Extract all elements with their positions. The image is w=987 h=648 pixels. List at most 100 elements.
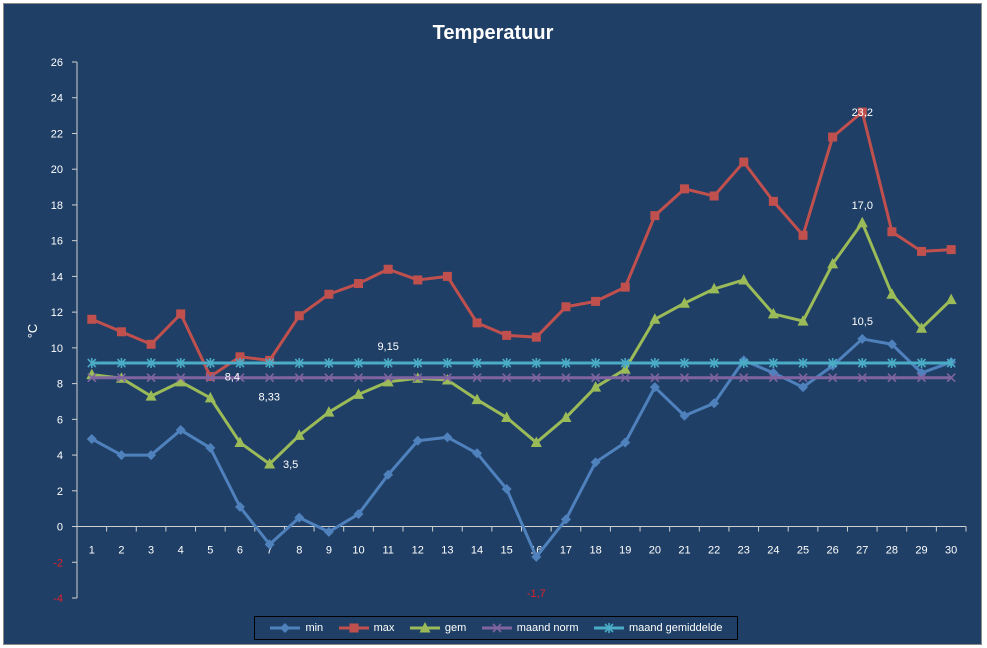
data-point-max: [472, 318, 482, 328]
data-point-maand-gemiddelde: [383, 358, 393, 369]
data-label: 9,15: [377, 341, 398, 353]
series-maand-gemiddelde: [87, 358, 956, 369]
data-point-maand-norm: [442, 373, 452, 383]
y-tick-label: 8: [57, 379, 63, 391]
legend: min max gem maand norm maand gemiddelde: [254, 616, 738, 640]
data-point-gem: [264, 458, 276, 469]
series-maand-norm: [87, 373, 956, 383]
data-point-max: [146, 339, 156, 349]
series-line-gem: [91, 221, 953, 466]
x-tick-label: 25: [797, 545, 809, 557]
data-point-min: [472, 448, 483, 459]
data-point-maand-gemiddelde: [176, 358, 186, 369]
x-tick-label: 11: [382, 545, 393, 557]
data-point-min: [205, 442, 216, 453]
x-tick-label: 21: [678, 545, 690, 557]
data-point-max: [413, 275, 423, 285]
y-tick-label: 6: [57, 414, 63, 426]
data-point-maand-gemiddelde: [265, 358, 275, 369]
data-point-max: [116, 327, 126, 337]
data-point-gem: [767, 307, 779, 319]
y-tick-label: 10: [51, 343, 63, 355]
y-tick-label: 16: [51, 236, 63, 248]
data-point-maand-norm: [857, 373, 867, 383]
y-tick-label: 20: [51, 164, 63, 176]
data-point-max: [502, 330, 512, 340]
data-point-max: [591, 296, 601, 306]
x-tick-label: 28: [886, 545, 898, 557]
data-point-gem: [738, 273, 750, 285]
y-tick-label: 14: [51, 271, 63, 283]
x-tick-label: 23: [738, 545, 750, 557]
data-point-gem: [530, 436, 542, 448]
data-point-max: [709, 191, 719, 201]
legend-label: maand gemiddelde: [628, 622, 723, 634]
data-point-min: [234, 501, 245, 512]
data-point-maand-gemiddelde: [798, 358, 808, 369]
data-point-gem: [916, 322, 928, 333]
data-point-min: [709, 398, 720, 409]
y-tick-label: 0: [57, 522, 63, 534]
x-tick-label: 4: [178, 545, 184, 557]
data-point-maand-norm: [146, 373, 156, 383]
x-tick-label: 27: [856, 545, 868, 557]
data-point-gem: [678, 297, 690, 308]
legend-item-min: min: [269, 622, 323, 634]
legend-label: min: [305, 622, 324, 634]
data-point-gem: [590, 381, 602, 392]
legend-swatch: [481, 623, 512, 633]
data-label: 17,0: [852, 200, 873, 212]
data-point-maand-gemiddelde: [916, 358, 927, 369]
data-point-gem: [708, 282, 720, 294]
x-tick-label: 24: [767, 545, 779, 557]
data-point-gem: [441, 374, 453, 385]
data-point-max: [650, 211, 660, 221]
legend-label: maand norm: [516, 622, 579, 634]
data-labels: 23,2 17,0 10,5 9,15 8,4 8,33 3,5 -1,7: [225, 107, 873, 600]
x-tick-label: 22: [708, 545, 720, 557]
x-tick-label: 13: [441, 545, 453, 557]
data-point-gem: [649, 313, 661, 324]
y-tick-label: -2: [53, 557, 63, 569]
data-point-maand-gemiddelde: [946, 358, 956, 369]
data-point-min: [116, 450, 127, 461]
x-tick-label: 9: [326, 545, 332, 557]
data-point-maand-gemiddelde: [768, 358, 778, 369]
legend-swatch-marker: [419, 622, 431, 633]
legend-swatch: [409, 622, 440, 633]
data-point-min: [620, 437, 631, 448]
data-point-maand-gemiddelde: [739, 358, 749, 369]
temperature-chart: Temperatuur °C -4-2024681012141618202224…: [25, 22, 967, 605]
data-point-min: [501, 484, 512, 495]
y-tick-label: 12: [51, 307, 63, 319]
data-point-gem: [560, 411, 572, 423]
data-point-min: [264, 539, 275, 550]
x-tick-label: 12: [412, 545, 424, 557]
data-point-maand-gemiddelde: [561, 358, 571, 369]
data-point-maand-gemiddelde: [591, 358, 601, 369]
data-point-maand-gemiddelde: [442, 358, 452, 369]
data-point-maand-gemiddelde: [887, 358, 897, 369]
data-point-maand-gemiddelde: [709, 358, 719, 369]
data-point-maand-gemiddelde: [324, 358, 334, 369]
series-max: [87, 107, 956, 381]
legend-swatch: [338, 623, 369, 633]
data-point-maand-norm: [887, 373, 897, 383]
data-point-maand-norm: [561, 373, 571, 383]
data-point-max: [383, 264, 393, 274]
data-point-maand-gemiddelde: [205, 358, 215, 369]
data-label: 3,5: [283, 459, 298, 471]
y-tick-label: 26: [51, 57, 63, 69]
data-point-maand-gemiddelde: [828, 358, 838, 369]
data-point-max: [235, 352, 245, 362]
data-point-max: [946, 245, 956, 255]
data-point-min: [146, 450, 157, 461]
data-point-maand-norm: [205, 373, 215, 383]
legend-swatch-marker: [280, 623, 291, 633]
data-point-max: [176, 309, 186, 319]
y-axis-label: °C: [25, 324, 40, 339]
data-label: 8,33: [259, 392, 280, 404]
data-point-maand-norm: [235, 373, 245, 383]
data-point-maand-gemiddelde: [650, 358, 660, 369]
